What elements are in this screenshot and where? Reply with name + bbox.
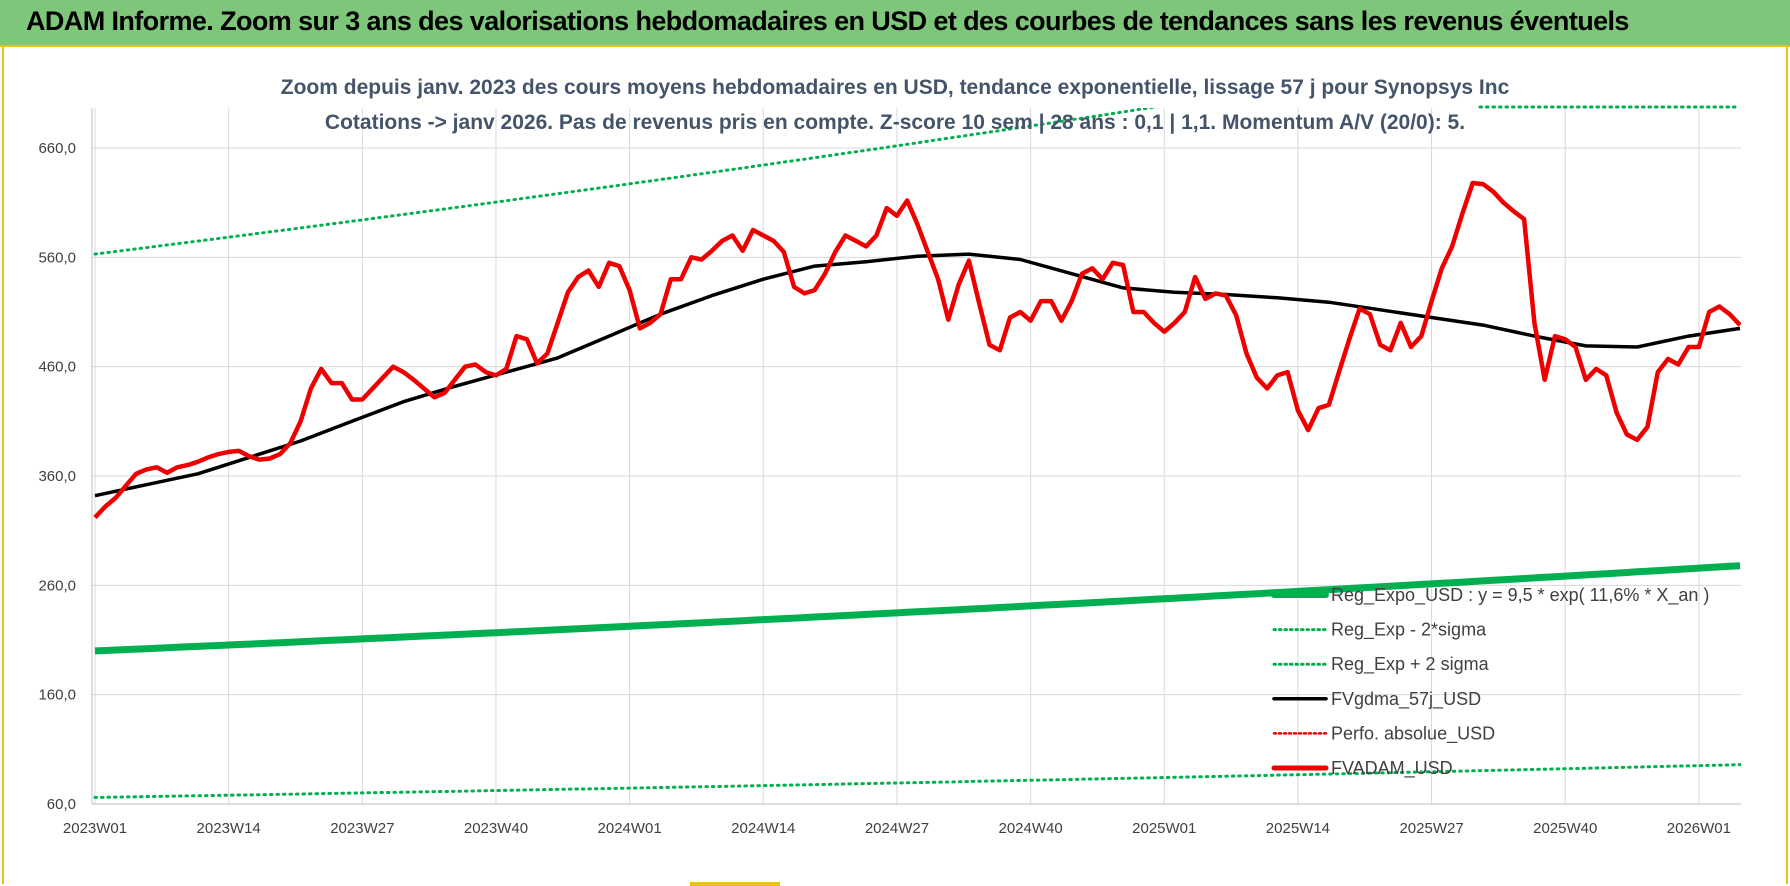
y-tick-label: 460,0: [38, 359, 76, 376]
x-tick-label: 2023W14: [197, 820, 261, 837]
chart-border: [2, 47, 1788, 884]
y-tick-label: 660,0: [38, 140, 76, 157]
series-fvadam-usd: [93, 180, 1741, 520]
x-tick-label: 2023W27: [330, 820, 394, 837]
x-tick-label: 2025W14: [1266, 820, 1330, 837]
x-tick-label: 2023W40: [464, 820, 528, 837]
series-reg-expo-usd: [94, 562, 1741, 655]
y-tick-label: 60,0: [47, 796, 76, 813]
series-reg-exp-minus-2-sigma: [93, 763, 1741, 799]
x-tick-label: 2024W40: [998, 820, 1062, 837]
y-tick-label: 260,0: [38, 577, 76, 594]
grid-layer: [92, 108, 1741, 805]
x-tick-label: 2025W40: [1533, 820, 1597, 837]
legend-label-reg: Reg_Expo_USD : y = 9,5 * exp( 11,6% * X_…: [1331, 585, 1709, 606]
x-tick-label: 2025W27: [1399, 820, 1463, 837]
series-layer: [93, 108, 1741, 799]
x-tick-label: 2023W01: [63, 820, 127, 837]
x-tick-label: 2024W01: [598, 820, 662, 837]
legend-label-plus: Reg_Exp + 2 sigma: [1331, 654, 1490, 675]
y-tick-label: 160,0: [38, 687, 76, 704]
x-tick-label: 2024W27: [865, 820, 929, 837]
x-tick-label: 2024W14: [731, 820, 795, 837]
y-tick-label: 360,0: [38, 468, 76, 485]
chart-title-line-2: Cotations -> janv 2026. Pas de revenus p…: [325, 111, 1465, 134]
y-tick-label: 560,0: [38, 249, 76, 266]
legend-label-adam: FVADAM_USD: [1331, 758, 1453, 779]
chart-title-line-1: Zoom depuis janv. 2023 des cours moyens …: [281, 76, 1510, 99]
report-header: ADAM Informe. Zoom sur 3 ans des valoris…: [0, 0, 1790, 47]
legend-label-perf: Perfo. absolue_USD: [1331, 723, 1495, 744]
x-tick-label: 2026W01: [1667, 820, 1731, 837]
legend-label-ma: FVgdma_57j_USD: [1331, 689, 1481, 710]
axis-layer: 660,0 560,0 460,0 360,0 260,0 160,0 60,0 2023W0…: [38, 108, 1741, 837]
x-tick-label: 2025W01: [1132, 820, 1196, 837]
legend: Reg_Expo_USD : y = 9,5 * exp( 11,6% * X_…: [1271, 105, 1742, 779]
legend-label-minus: Reg_Exp - 2*sigma: [1331, 620, 1487, 641]
report-title: ADAM Informe. Zoom sur 3 ans des valoris…: [26, 6, 1629, 36]
bottom-accent: [690, 882, 780, 886]
series-fvgdma-57j-usd: [94, 252, 1741, 498]
